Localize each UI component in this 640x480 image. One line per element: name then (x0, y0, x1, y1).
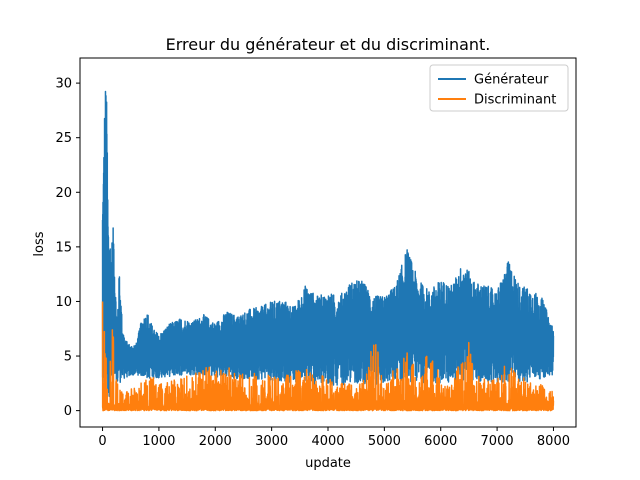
plot-area (101, 90, 555, 412)
axes: 0 1000 2000 3000 4000 5000 6000 7000 8000 0 5 10 15 2… (55, 57, 577, 449)
x-tick-label: 1000 (142, 434, 175, 449)
series-group (101, 90, 555, 412)
x-tick-label: 0 (98, 434, 106, 449)
x-tick-label: 2000 (199, 434, 232, 449)
chart-title: Erreur du générateur et du discriminant. (166, 35, 491, 54)
x-axis-label: update (305, 456, 351, 471)
x-tick-label: 5000 (368, 434, 401, 449)
x-tick-label: 4000 (311, 434, 344, 449)
x-tick-label: 6000 (424, 434, 457, 449)
x-tick-label: 3000 (255, 434, 288, 449)
y-tick-label: 30 (55, 77, 72, 92)
y-tick-label: 25 (55, 131, 72, 146)
x-tick-label: 8000 (537, 434, 570, 449)
legend: Générateur Discriminant (429, 64, 569, 112)
y-tick-label: 15 (55, 240, 72, 255)
legend-label-generateur: Générateur (474, 73, 549, 88)
series-line-discriminant (101, 301, 555, 412)
series-line-generateur (101, 90, 555, 398)
x-tick-label: 7000 (481, 434, 514, 449)
y-axis-label: loss (32, 231, 47, 256)
y-tick-label: 0 (64, 404, 72, 419)
y-tick-label: 10 (55, 295, 72, 310)
y-tick-label: 5 (64, 350, 72, 365)
y-tick-label: 20 (55, 186, 72, 201)
legend-label-discriminant: Discriminant (474, 93, 556, 108)
